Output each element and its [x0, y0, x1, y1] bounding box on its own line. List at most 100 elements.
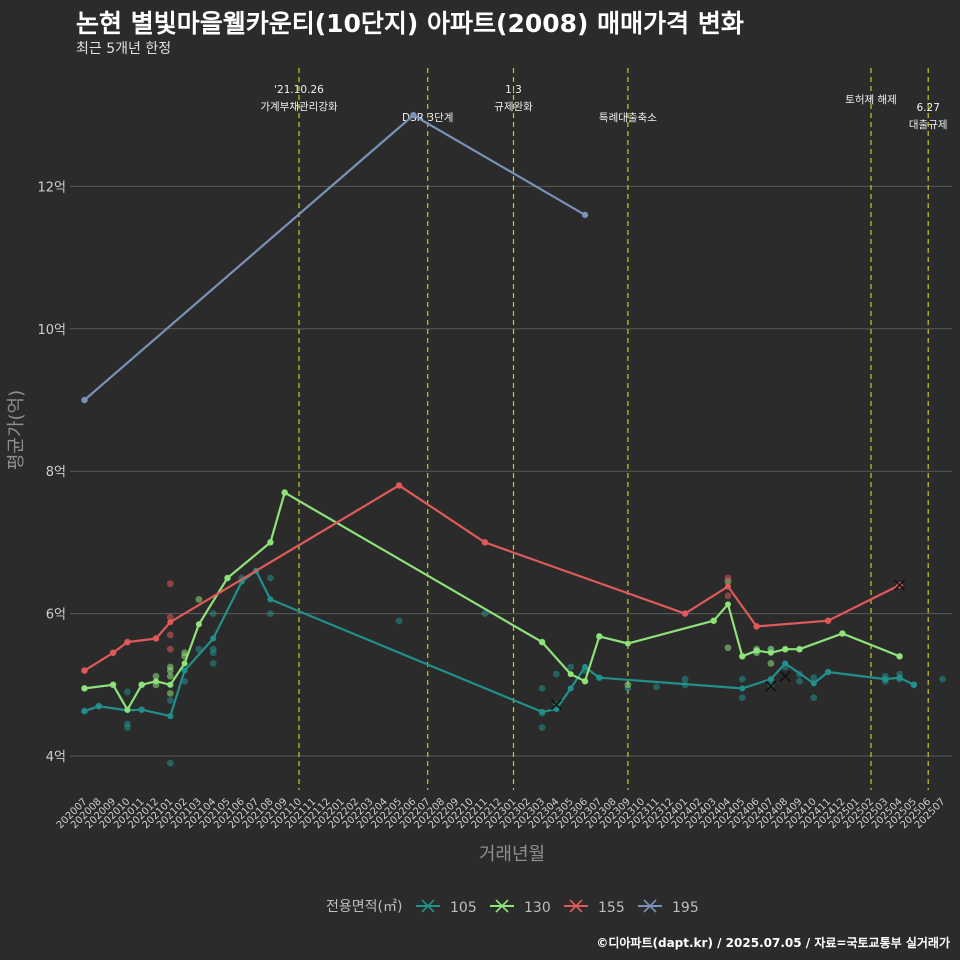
- data-point-130: [166, 667, 174, 674]
- line-marker-130: [739, 653, 746, 660]
- legend-title: 전용면적(㎡): [326, 899, 402, 915]
- line-marker-105: [810, 680, 817, 687]
- x-axis-title: 거래년월: [479, 844, 545, 865]
- line-marker-130: [596, 633, 603, 640]
- line-marker-105: [267, 596, 274, 603]
- line-marker-195: [81, 397, 88, 403]
- legend: 전용면적(㎡) 105 130 155 195: [326, 899, 699, 916]
- data-point-105: [166, 697, 174, 704]
- data-point-105: [939, 675, 946, 683]
- data-point-105: [810, 674, 818, 682]
- event-annotation: 토허제 해제: [845, 93, 897, 106]
- data-point-105: [738, 675, 746, 683]
- data-point-130: [166, 689, 174, 697]
- legend-swatch-cross: [421, 899, 435, 913]
- series-line-105: [84, 569, 915, 718]
- line-marker-130: [839, 630, 846, 637]
- line-marker-130: [725, 601, 731, 608]
- data-point-155: [166, 613, 174, 621]
- data-point-105: [810, 694, 818, 702]
- event-annotation: 대출규제: [909, 119, 948, 131]
- line-marker-105: [596, 674, 603, 681]
- legend-label: 105: [450, 900, 477, 916]
- line-marker-130: [753, 647, 760, 654]
- line-marker-155: [81, 667, 88, 674]
- line-marker-105: [782, 660, 789, 667]
- line-marker-105: [582, 664, 588, 670]
- line-marker-130: [539, 639, 546, 646]
- line-marker-105: [739, 685, 746, 692]
- data-point-105: [166, 759, 174, 767]
- data-point-105: [653, 683, 660, 691]
- data-point-130: [195, 595, 203, 603]
- line-marker-130: [567, 671, 574, 678]
- data-point-155: [724, 592, 732, 600]
- data-point-105: [796, 677, 803, 685]
- latest-marker-105: [779, 670, 791, 682]
- line-marker-130: [167, 681, 174, 688]
- line-marker-105: [567, 685, 574, 692]
- data-point-155: [166, 645, 174, 653]
- data-point-105: [195, 645, 203, 653]
- data-point-105: [538, 684, 546, 692]
- event-annotation: 가계부채관리강화: [260, 101, 338, 113]
- line-marker-155: [682, 610, 689, 617]
- data-point-155: [166, 580, 174, 588]
- line-marker-130: [138, 681, 145, 688]
- line-marker-130: [195, 621, 202, 628]
- line-marker-130: [224, 575, 231, 581]
- line-marker-130: [281, 489, 288, 496]
- line-marker-155: [825, 617, 832, 624]
- source-caption: ©디아파트(dapt.kr) / 2025.07.05 / 자료=국토교통부 실…: [596, 936, 950, 950]
- legend-item-155: 155: [564, 899, 625, 916]
- line-marker-155: [481, 539, 488, 546]
- line-marker-105: [210, 635, 217, 642]
- line-marker-130: [624, 640, 631, 647]
- line-marker-130: [782, 646, 789, 653]
- event-annotation: 6.27: [917, 102, 940, 114]
- data-point-105: [553, 670, 560, 678]
- data-point-105: [481, 610, 489, 617]
- axes: 4억6억8억10억12억2020072020082020092020102020…: [6, 180, 948, 865]
- y-tick-label: 6억: [46, 608, 66, 623]
- line-marker-105: [95, 703, 102, 710]
- y-tick-label: 12억: [37, 180, 66, 195]
- data-point-130: [767, 660, 775, 667]
- data-point-105: [209, 649, 217, 657]
- data-point-105: [538, 724, 546, 731]
- line-marker-105: [81, 708, 88, 715]
- data-point-105: [209, 610, 217, 617]
- line-marker-155: [110, 649, 117, 656]
- legend-swatch-cross: [643, 899, 657, 913]
- line-marker-130: [582, 678, 588, 685]
- legend-item-105: 105: [416, 899, 477, 916]
- line-marker-195: [410, 112, 417, 119]
- data-point-130: [152, 672, 160, 680]
- line-marker-105: [767, 676, 774, 683]
- legend-label: 155: [598, 900, 625, 916]
- data-point-130: [724, 644, 732, 652]
- data-point-130: [624, 681, 632, 689]
- legend-item-195: 195: [638, 899, 699, 916]
- line-marker-155: [153, 635, 159, 642]
- data-point-105: [209, 660, 217, 667]
- line-marker-155: [753, 623, 760, 630]
- line-marker-155: [124, 639, 131, 646]
- data-point-105: [267, 574, 274, 582]
- y-tick-label: 4억: [46, 750, 66, 765]
- line-marker-130: [110, 681, 117, 688]
- event-annotation: '21.10.26: [274, 84, 324, 96]
- chart-subtitle: 최근 5개년 한정: [76, 41, 172, 57]
- line-marker-130: [896, 653, 903, 660]
- line-marker-105: [167, 713, 174, 720]
- line-marker-105: [896, 674, 903, 681]
- line-marker-130: [267, 539, 274, 546]
- line-marker-105: [138, 706, 145, 713]
- data-point-105: [124, 688, 131, 696]
- line-marker-155: [167, 619, 174, 626]
- line-marker-130: [124, 706, 131, 713]
- event-annotation: 규제완화: [494, 100, 533, 113]
- data-point-130: [166, 672, 174, 680]
